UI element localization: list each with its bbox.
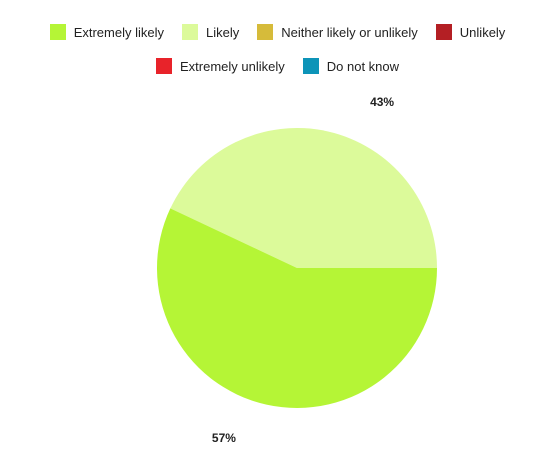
- slice-label: 57%: [212, 431, 236, 445]
- legend-label: Extremely unlikely: [179, 58, 285, 74]
- legend-swatch: [181, 24, 198, 40]
- legend-label: Extremely likely: [73, 24, 164, 40]
- legend-row-2: Extremely unlikely Do not know: [0, 58, 555, 74]
- legend-row-1: Extremely likely Likely Neither likely o…: [0, 24, 555, 40]
- legend-swatch: [257, 24, 274, 40]
- legend-item-do-not-know: Do not know: [302, 58, 400, 74]
- legend-label: Neither likely or unlikely: [281, 24, 418, 40]
- legend-label: Unlikely: [459, 24, 506, 40]
- legend-item-neither: Neither likely or unlikely: [257, 24, 418, 40]
- legend-item-likely: Likely: [181, 24, 240, 40]
- legend-item-extremely-unlikely: Extremely unlikely: [155, 58, 285, 74]
- legend-swatch: [49, 24, 66, 40]
- legend-item-extremely-likely: Extremely likely: [49, 24, 164, 40]
- legend-swatch: [302, 58, 319, 74]
- slice-label: 43%: [370, 95, 394, 109]
- legend-item-unlikely: Unlikely: [435, 24, 506, 40]
- legend-label: Likely: [205, 24, 240, 40]
- legend-swatch: [435, 24, 452, 40]
- pie-slice-likely: [170, 128, 437, 268]
- legend-label: Do not know: [326, 58, 400, 74]
- legend-swatch: [155, 58, 172, 74]
- pie-slice-extremely-likely: [156, 208, 437, 409]
